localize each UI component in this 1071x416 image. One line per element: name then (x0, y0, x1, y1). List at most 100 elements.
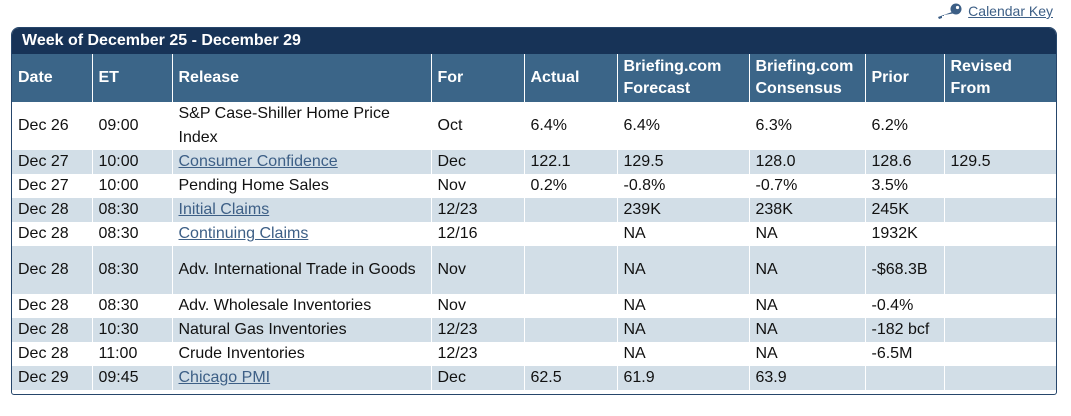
column-header-et: ET (91, 54, 172, 102)
cell-et: 08:30 (91, 198, 172, 222)
column-header-for: For (430, 54, 524, 102)
cell-actual: 0.2% (523, 174, 617, 198)
table-row: Dec 28 10:30 Natural Gas Inventories 12/23 N… (12, 318, 1056, 342)
cell-release: Natural Gas Inventories (171, 318, 431, 342)
cell-revised: 129.5 (943, 150, 1056, 174)
cell-revised (943, 198, 1056, 222)
table-row: Dec 27 10:00 Consumer Confidence Dec 122.1 12… (12, 150, 1056, 174)
table-row: Dec 28 08:30 Adv. Wholesale Inventories Nov… (12, 294, 1056, 318)
cell-date: Dec 28 (12, 294, 92, 318)
cell-for: 12/16 (430, 222, 524, 246)
cell-actual (523, 246, 617, 294)
table-row: Dec 29 09:45 Chicago PMI Dec 62.5 61.9 63.9 (12, 366, 1056, 390)
cell-revised (943, 102, 1056, 150)
cell-date: Dec 27 (12, 174, 92, 198)
cell-forecast: 129.5 (616, 150, 749, 174)
table-row: Dec 28 08:30 Initial Claims 12/23 239K 238K 24… (12, 198, 1056, 222)
cell-et: 10:30 (91, 318, 172, 342)
cell-et: 08:30 (91, 246, 172, 294)
table-body: Dec 26 09:00 S&P Case-Shiller Home Price I… (12, 102, 1056, 390)
cell-forecast: 6.4% (616, 102, 749, 150)
cell-forecast: NA (616, 294, 749, 318)
cell-actual: 6.4% (523, 102, 617, 150)
cell-for: Dec (430, 366, 524, 390)
cell-actual (523, 294, 617, 318)
cell-prior (864, 366, 944, 390)
cell-for: Oct (430, 102, 524, 150)
cell-actual: 62.5 (523, 366, 617, 390)
cell-forecast: 239K (616, 198, 749, 222)
cell-et: 08:30 (91, 222, 172, 246)
cell-prior: 1932K (864, 222, 944, 246)
cell-revised (943, 366, 1056, 390)
cell-consensus: NA (748, 342, 865, 366)
cell-forecast: NA (616, 246, 749, 294)
cell-date: Dec 26 (12, 102, 92, 150)
cell-prior: 6.2% (864, 102, 944, 150)
cell-actual (523, 222, 617, 246)
cell-prior: 3.5% (864, 174, 944, 198)
cell-release: Continuing Claims (171, 222, 431, 246)
cell-consensus: NA (748, 222, 865, 246)
cell-date: Dec 27 (12, 150, 92, 174)
cell-release: Chicago PMI (171, 366, 431, 390)
release-link[interactable]: Continuing Claims (178, 225, 309, 242)
column-header-label: Revised (950, 58, 1012, 75)
cell-date: Dec 28 (12, 198, 92, 222)
cell-consensus: 238K (748, 198, 865, 222)
table-row: Dec 28 11:00 Crude Inventories 12/23 NA NA -6.… (12, 342, 1056, 366)
cell-prior: 245K (864, 198, 944, 222)
cell-revised (943, 246, 1056, 294)
cell-consensus: NA (748, 318, 865, 342)
cell-prior: -$68.3B (864, 246, 944, 294)
column-header-label: ET (98, 69, 119, 86)
release-link[interactable]: Initial Claims (178, 201, 270, 218)
table-row: Dec 26 09:00 S&P Case-Shiller Home Price I… (12, 102, 1056, 150)
cell-prior: -0.4% (864, 294, 944, 318)
cell-et: 09:45 (91, 366, 172, 390)
column-header-label: Consensus (755, 80, 842, 97)
cell-forecast: NA (616, 222, 749, 246)
cell-et: 11:00 (91, 342, 172, 366)
cell-revised (943, 222, 1056, 246)
cell-for: Dec (430, 150, 524, 174)
column-header-release: Release (171, 54, 431, 102)
cell-date: Dec 29 (12, 366, 92, 390)
cell-consensus: NA (748, 294, 865, 318)
cell-consensus: NA (748, 246, 865, 294)
cell-actual: 122.1 (523, 150, 617, 174)
table-row: Dec 28 08:30 Adv. International Trade in G… (12, 246, 1056, 294)
cell-prior: -182 bcf (864, 318, 944, 342)
cell-et: 09:00 (91, 102, 172, 150)
cell-prior: 128.6 (864, 150, 944, 174)
column-header-label: Briefing.com (755, 58, 854, 75)
cell-for: 12/23 (430, 318, 524, 342)
cell-actual (523, 318, 617, 342)
column-header-label: Forecast (623, 80, 691, 97)
cell-date: Dec 28 (12, 342, 92, 366)
column-header-row: Date ET Release For Actual Briefing.com Foreca… (12, 54, 1056, 102)
column-header-label: From (950, 80, 991, 97)
calendar-key-label[interactable]: Calendar Key (968, 3, 1053, 19)
column-header-actual: Actual (523, 54, 617, 102)
column-header-label: Briefing.com (623, 58, 722, 75)
week-title: Week of December 25 - December 29 (12, 28, 1056, 54)
calendar-key-link[interactable]: Calendar Key (935, 2, 1053, 20)
cell-for: Nov (430, 174, 524, 198)
column-header-label: Actual (530, 69, 580, 86)
cell-revised (943, 174, 1056, 198)
cell-release: Initial Claims (171, 198, 431, 222)
column-header-revised: Revised From (943, 54, 1056, 102)
cell-forecast: 61.9 (616, 366, 749, 390)
cell-consensus: -0.7% (748, 174, 865, 198)
cell-date: Dec 28 (12, 318, 92, 342)
column-header-label: Prior (871, 69, 909, 86)
column-header-date: Date (12, 54, 92, 102)
column-header-consensus: Briefing.com Consensus (748, 54, 865, 102)
table-row: Dec 27 10:00 Pending Home Sales Nov 0.2% -0.8… (12, 174, 1056, 198)
release-link[interactable]: Consumer Confidence (178, 153, 338, 170)
cell-forecast: NA (616, 318, 749, 342)
cell-consensus: 128.0 (748, 150, 865, 174)
cell-revised (943, 294, 1056, 318)
release-link[interactable]: Chicago PMI (178, 369, 271, 386)
